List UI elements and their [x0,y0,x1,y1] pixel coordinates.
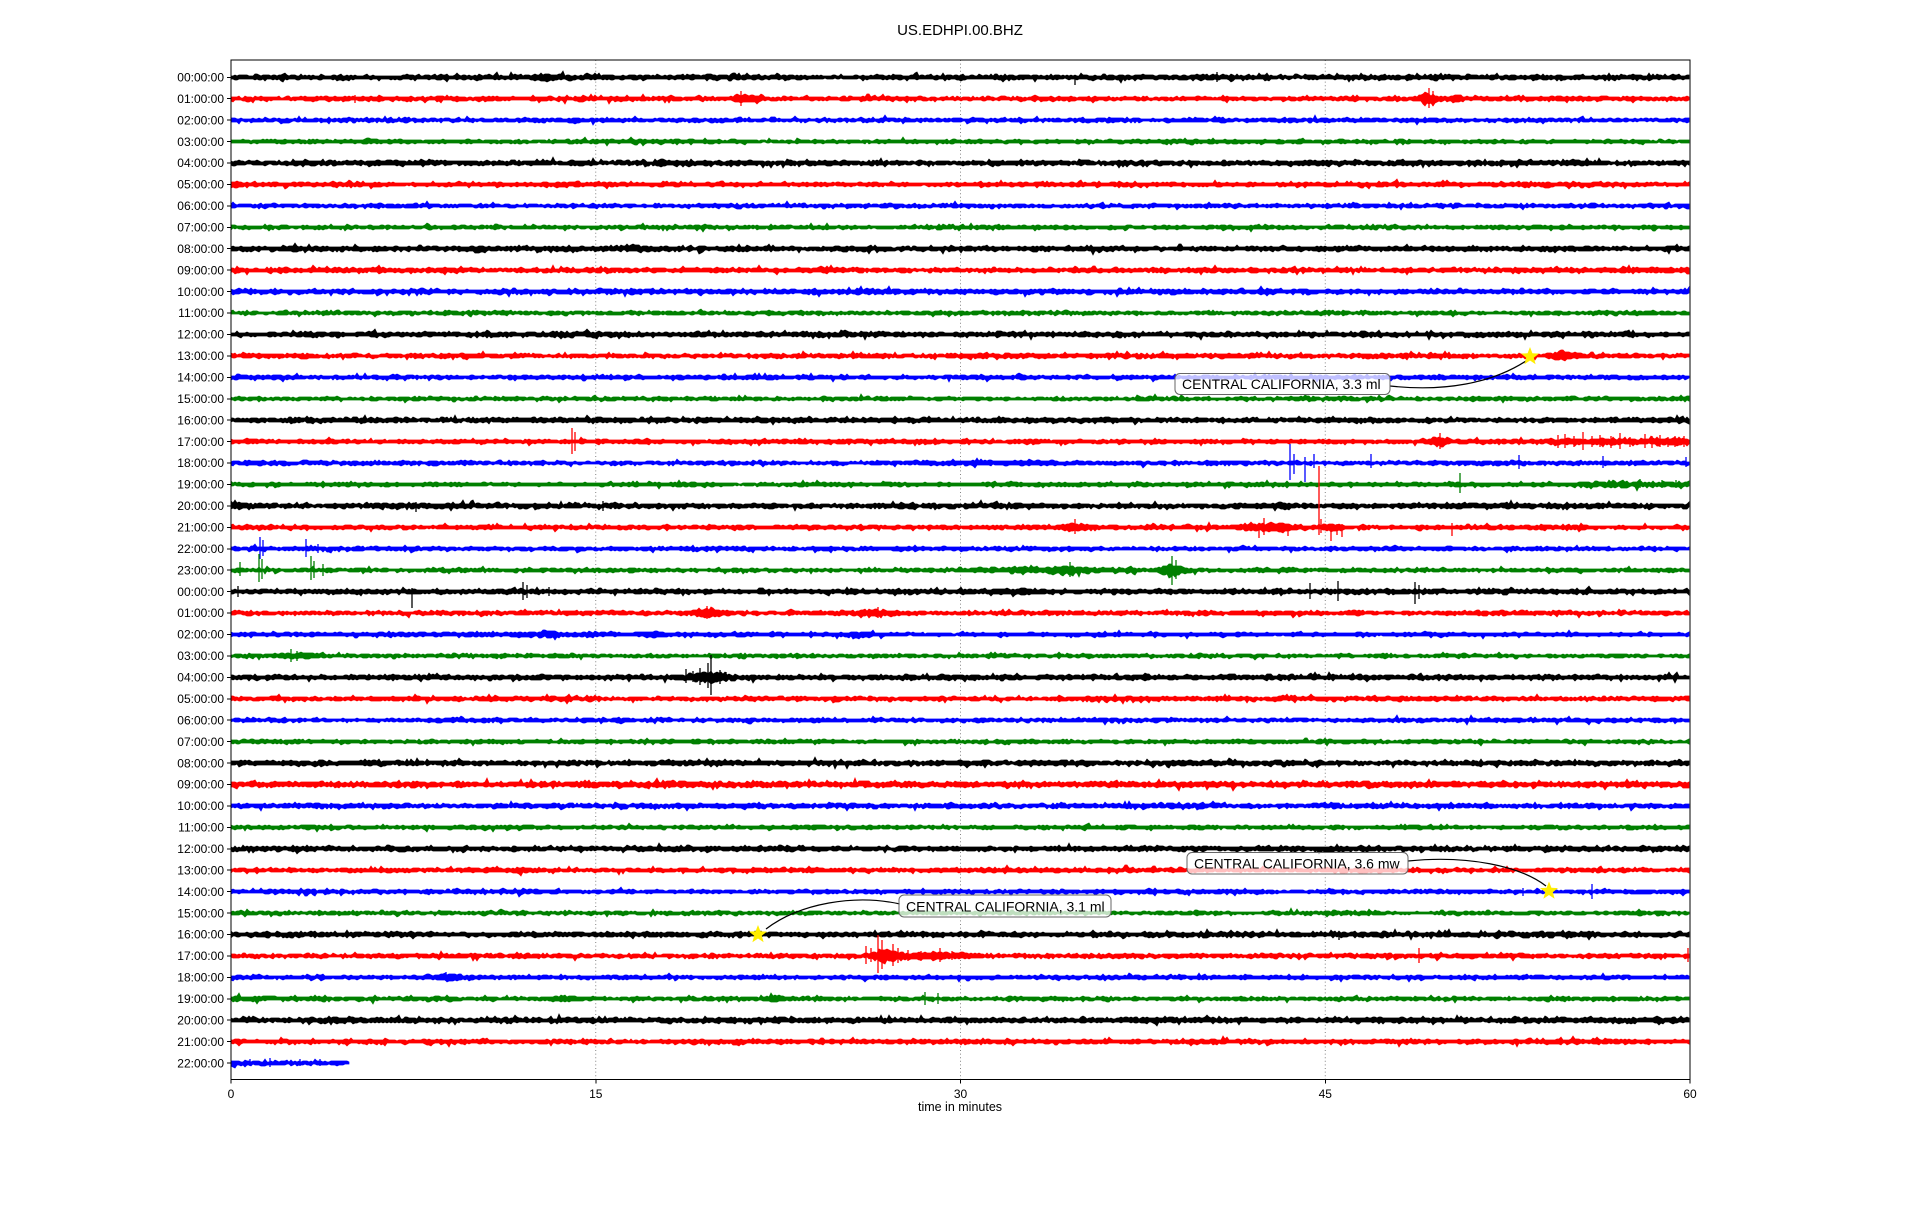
svg-text:21:00:00: 21:00:00 [177,521,224,535]
svg-text:05:00:00: 05:00:00 [177,178,224,192]
svg-text:10:00:00: 10:00:00 [177,285,224,299]
svg-text:16:00:00: 16:00:00 [177,928,224,942]
svg-text:03:00:00: 03:00:00 [177,649,224,663]
svg-text:16:00:00: 16:00:00 [177,413,224,427]
svg-text:04:00:00: 04:00:00 [177,671,224,685]
svg-text:15: 15 [589,1087,603,1101]
svg-text:20:00:00: 20:00:00 [177,499,224,513]
svg-text:09:00:00: 09:00:00 [177,263,224,277]
svg-text:18:00:00: 18:00:00 [177,971,224,985]
svg-text:05:00:00: 05:00:00 [177,692,224,706]
svg-text:02:00:00: 02:00:00 [177,628,224,642]
svg-text:13:00:00: 13:00:00 [177,349,224,363]
svg-text:45: 45 [1319,1087,1333,1101]
svg-text:CENTRAL CALIFORNIA, 3.6 mw: CENTRAL CALIFORNIA, 3.6 mw [1194,856,1401,872]
svg-text:02:00:00: 02:00:00 [177,113,224,127]
svg-text:time in minutes: time in minutes [918,1100,1002,1114]
svg-text:07:00:00: 07:00:00 [177,735,224,749]
svg-text:19:00:00: 19:00:00 [177,478,224,492]
svg-text:08:00:00: 08:00:00 [177,242,224,256]
svg-text:19:00:00: 19:00:00 [177,992,224,1006]
svg-text:09:00:00: 09:00:00 [177,778,224,792]
svg-text:US.EDHPI.00.BHZ: US.EDHPI.00.BHZ [897,22,1023,39]
svg-text:CENTRAL CALIFORNIA, 3.3 ml: CENTRAL CALIFORNIA, 3.3 ml [1182,376,1381,392]
svg-text:14:00:00: 14:00:00 [177,371,224,385]
svg-text:04:00:00: 04:00:00 [177,156,224,170]
svg-text:01:00:00: 01:00:00 [177,606,224,620]
svg-text:00:00:00: 00:00:00 [177,585,224,599]
svg-text:15:00:00: 15:00:00 [177,392,224,406]
svg-text:30: 30 [954,1087,968,1101]
svg-text:22:00:00: 22:00:00 [177,1056,224,1070]
svg-text:17:00:00: 17:00:00 [177,435,224,449]
svg-text:03:00:00: 03:00:00 [177,135,224,149]
svg-text:20:00:00: 20:00:00 [177,1013,224,1027]
svg-text:00:00:00: 00:00:00 [177,71,224,85]
svg-text:18:00:00: 18:00:00 [177,456,224,470]
svg-text:06:00:00: 06:00:00 [177,713,224,727]
svg-text:10:00:00: 10:00:00 [177,799,224,813]
svg-text:15:00:00: 15:00:00 [177,906,224,920]
svg-text:12:00:00: 12:00:00 [177,328,224,342]
svg-text:06:00:00: 06:00:00 [177,199,224,213]
svg-text:07:00:00: 07:00:00 [177,221,224,235]
svg-text:01:00:00: 01:00:00 [177,92,224,106]
svg-text:CENTRAL CALIFORNIA, 3.1 ml: CENTRAL CALIFORNIA, 3.1 ml [906,899,1105,915]
svg-text:08:00:00: 08:00:00 [177,756,224,770]
svg-text:11:00:00: 11:00:00 [178,306,224,320]
svg-text:21:00:00: 21:00:00 [177,1035,224,1049]
svg-text:11:00:00: 11:00:00 [178,821,224,835]
svg-text:60: 60 [1683,1087,1697,1101]
svg-text:12:00:00: 12:00:00 [177,842,224,856]
svg-text:0: 0 [228,1087,235,1101]
svg-text:17:00:00: 17:00:00 [177,949,224,963]
svg-text:22:00:00: 22:00:00 [177,542,224,556]
svg-text:13:00:00: 13:00:00 [177,863,224,877]
svg-text:23:00:00: 23:00:00 [177,563,224,577]
svg-text:14:00:00: 14:00:00 [177,885,224,899]
